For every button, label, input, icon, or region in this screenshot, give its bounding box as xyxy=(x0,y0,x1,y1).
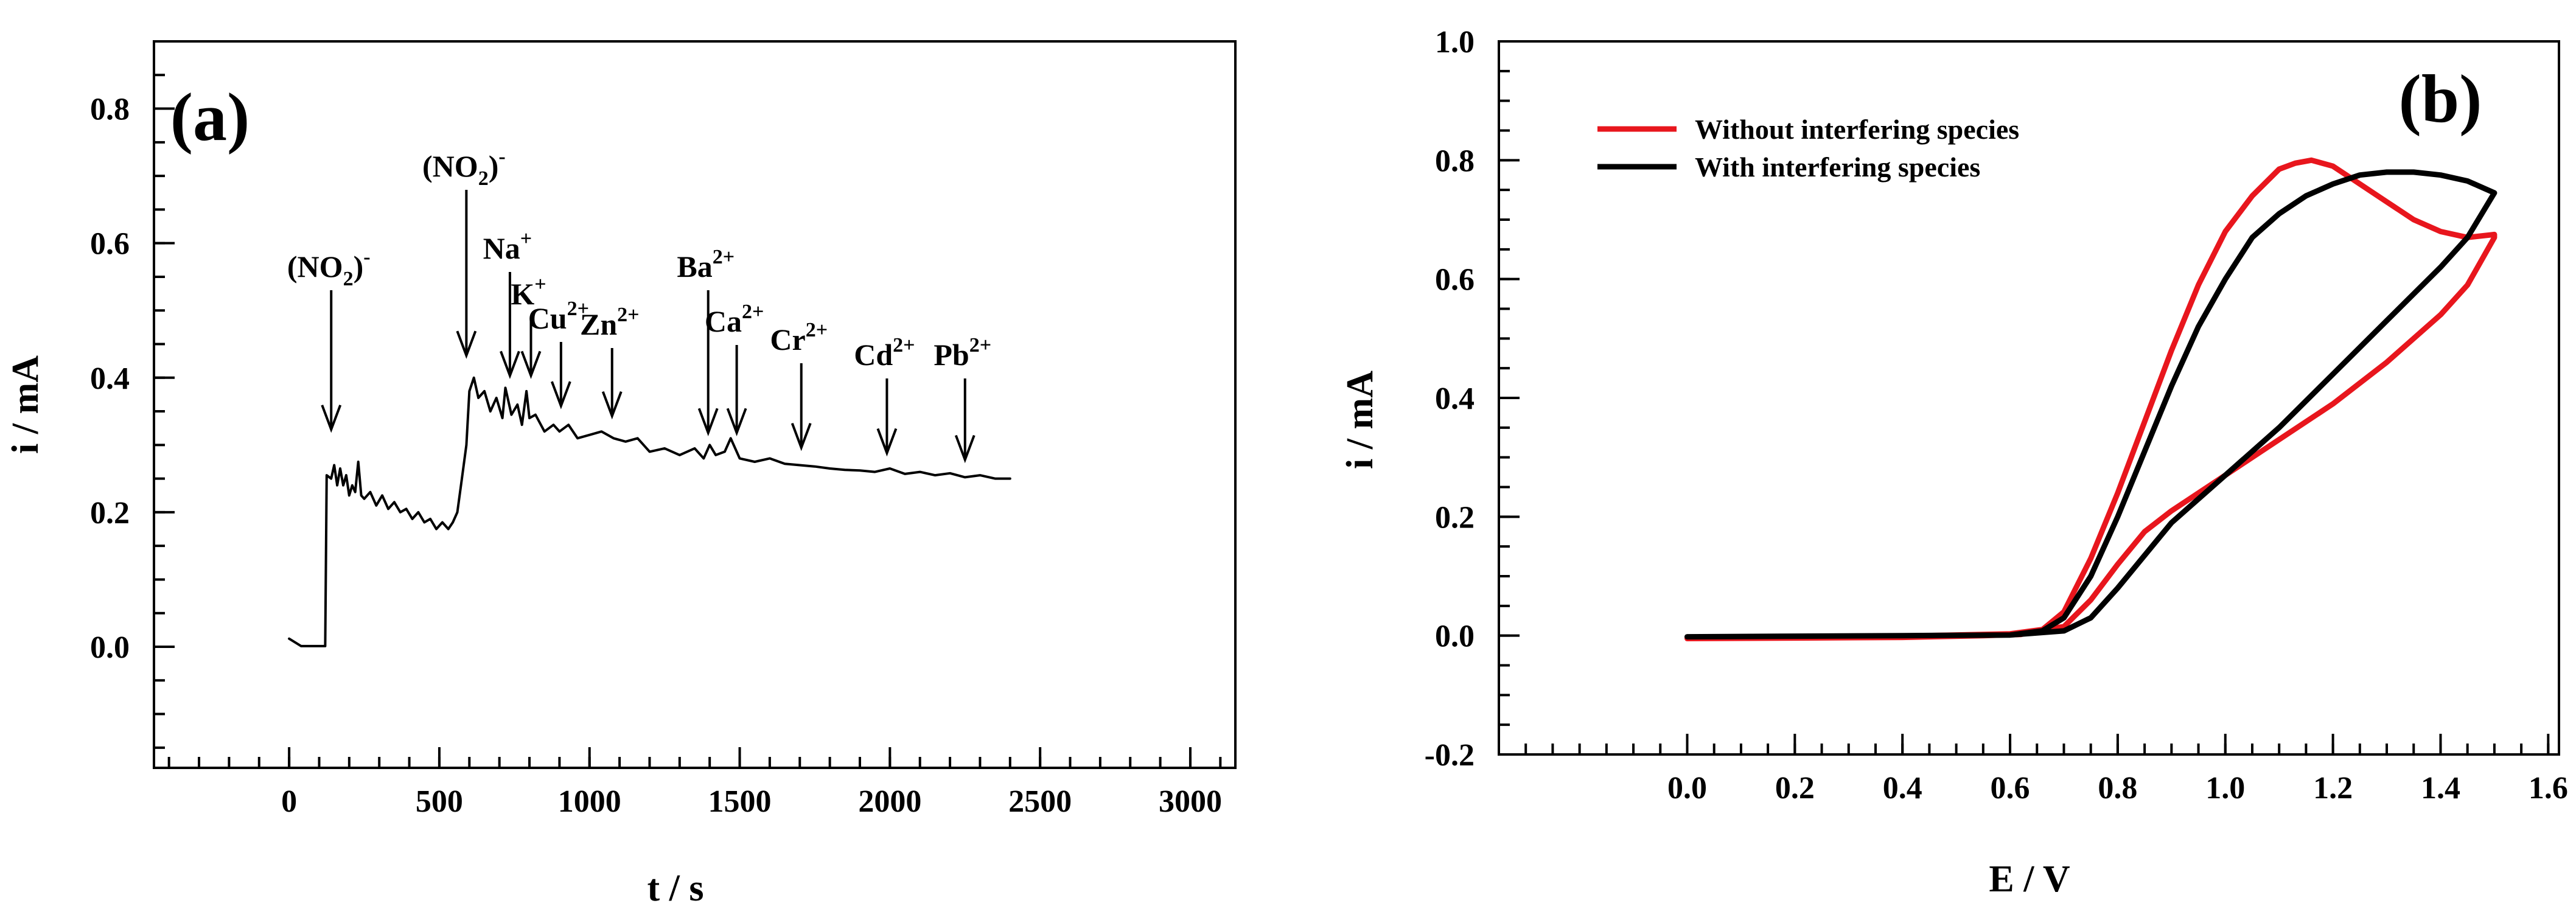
annotation-label: Ba2+ xyxy=(677,246,735,284)
y-axis-label: i / mA xyxy=(1339,371,1381,469)
x-tick-label: 3000 xyxy=(1159,784,1222,819)
annotation-ca: Ca2+ xyxy=(705,301,764,437)
plot-frame xyxy=(153,40,1237,769)
annotation-no2: (NO2)- xyxy=(287,246,371,433)
plot-frame xyxy=(1498,40,2560,756)
arrow-head xyxy=(876,428,898,457)
arrow-head xyxy=(520,350,542,380)
annotation-label: Cu2+ xyxy=(528,298,589,335)
arrow-head xyxy=(954,434,976,464)
y-tick-label: 0.8 xyxy=(90,92,130,127)
x-tick-label: 1.4 xyxy=(2421,771,2460,806)
x-tick-label: 0.8 xyxy=(2098,771,2137,806)
panel-label: (b) xyxy=(2399,61,2482,137)
arrow-head xyxy=(601,391,623,420)
y-axis-label: i / mA xyxy=(5,355,46,454)
annotation-pb: Pb2+ xyxy=(934,334,991,464)
arrow-head xyxy=(456,330,477,359)
y-tick-label: -0.2 xyxy=(1425,738,1475,773)
y-tick-label: 0.2 xyxy=(1435,500,1475,535)
annotation-na: Na+ xyxy=(483,228,532,380)
x-axis-label: E / V xyxy=(1989,859,2070,900)
panel-label: (a) xyxy=(170,80,250,155)
annotation-label: Zn2+ xyxy=(580,304,640,341)
minor-ticks xyxy=(1499,40,2550,756)
y-tick-label: 0.0 xyxy=(1435,619,1475,654)
annotation-no2: (NO2)- xyxy=(422,145,506,359)
x-tick-label: 0 xyxy=(281,784,297,819)
arrow-head xyxy=(726,408,747,437)
annotation-label: Na+ xyxy=(483,228,532,265)
annotation-k: K+ xyxy=(511,273,546,380)
annotation-label: Cd2+ xyxy=(854,334,915,372)
y-tick-label: 0.4 xyxy=(1435,381,1475,416)
annotation-label: K+ xyxy=(511,273,546,311)
y-tick-label: 0.0 xyxy=(90,630,130,665)
annotation-label: (NO2)- xyxy=(422,145,506,190)
series-line-0 xyxy=(1684,157,2497,641)
x-tick-label: 0.0 xyxy=(1667,771,1707,806)
y-tick-label: 0.6 xyxy=(1435,263,1475,298)
y-tick-label: 0.6 xyxy=(90,227,130,262)
x-tick-label: 1.6 xyxy=(2529,771,2568,806)
y-tick-label: 0.4 xyxy=(90,361,130,396)
annotation-label: Cr2+ xyxy=(770,319,828,357)
y-tick-label: 1.0 xyxy=(1435,25,1475,60)
x-tick-label: 1500 xyxy=(708,784,772,819)
x-tick-label: 2500 xyxy=(1008,784,1072,819)
series-line-1 xyxy=(1684,169,2497,640)
arrow-head xyxy=(791,422,812,451)
arrow-head xyxy=(321,405,342,433)
annotation-cu: Cu2+ xyxy=(528,298,589,409)
annotation-label: Ca2+ xyxy=(705,301,764,338)
annotation-cd: Cd2+ xyxy=(854,334,915,457)
chart-panel-b: 0.0 0.2 0.4 0.6 0.8 1.0 1.2 1.4 1.6 -0.2 0.0 0.2 0.4… xyxy=(1339,25,2568,900)
annotation-zn: Zn2+ xyxy=(580,304,640,420)
legend-label: Without interfering species xyxy=(1695,114,2019,145)
annotation-label: Pb2+ xyxy=(934,334,991,372)
annotation-label: (NO2)- xyxy=(287,246,371,290)
x-tick-label: 0.2 xyxy=(1775,771,1815,806)
y-tick-label: 0.2 xyxy=(90,496,130,531)
arrow-head xyxy=(697,408,719,437)
x-tick-label: 500 xyxy=(416,784,463,819)
annotation-ba: Ba2+ xyxy=(677,246,735,437)
y-tick-label: 0.8 xyxy=(1435,144,1475,178)
minor-ticks xyxy=(154,40,1222,768)
series-line-0 xyxy=(288,376,1011,647)
x-tick-label: 2000 xyxy=(858,784,921,819)
arrow-head xyxy=(500,350,520,380)
chart-panel-a: 0 500 1000 1500 2000 2500 3000 0.0 0.2 0.4 0.6 0.8 t… xyxy=(5,40,1237,909)
x-axis-label: t / s xyxy=(647,868,704,909)
arrow-head xyxy=(550,381,571,409)
x-tick-label: 0.4 xyxy=(1883,771,1922,806)
x-tick-label: 0.6 xyxy=(1991,771,2030,806)
x-tick-label: 1000 xyxy=(558,784,621,819)
annotation-cr: Cr2+ xyxy=(770,319,828,451)
x-tick-label: 1.0 xyxy=(2205,771,2245,806)
x-tick-label: 1.2 xyxy=(2313,771,2353,806)
legend-label: With interfering species xyxy=(1695,152,1980,183)
